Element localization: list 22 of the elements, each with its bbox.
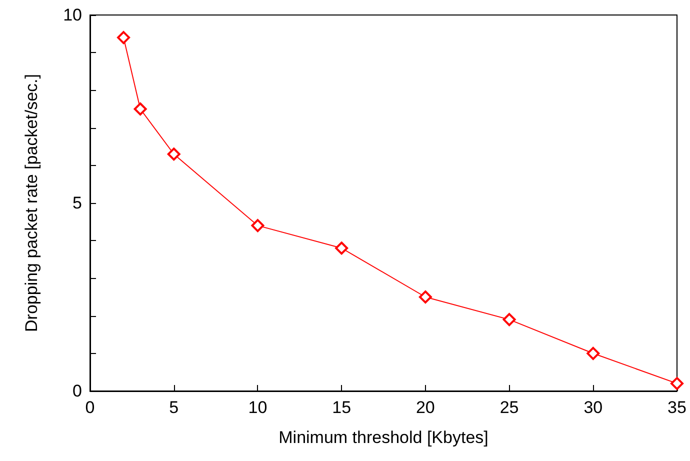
point xyxy=(670,376,684,390)
x-tick-label: 0 xyxy=(85,398,95,417)
x-tick-label: 30 xyxy=(584,398,603,417)
point xyxy=(117,31,130,44)
x-tick-label: 5 xyxy=(169,398,179,417)
y-tick-label: 10 xyxy=(63,6,82,24)
x-tick-label: 25 xyxy=(500,398,519,417)
y-tick-label: 0 xyxy=(72,382,82,400)
point xyxy=(335,242,348,255)
point xyxy=(251,219,264,232)
point xyxy=(134,102,147,116)
x-tick-label: 20 xyxy=(416,398,435,417)
point xyxy=(418,290,432,304)
point xyxy=(502,313,516,326)
y-tick-label: 5 xyxy=(72,194,82,212)
x-tick-label: 10 xyxy=(248,398,268,417)
y-axis-title: Dropping packet rate [packet/sec.] xyxy=(22,74,41,332)
x-axis-title: Minimum threshold [Kbytes] xyxy=(278,428,488,447)
x-tick-label: 35 xyxy=(668,398,686,417)
x-tick-label: 15 xyxy=(332,398,352,417)
point xyxy=(586,346,600,360)
point xyxy=(167,148,180,161)
